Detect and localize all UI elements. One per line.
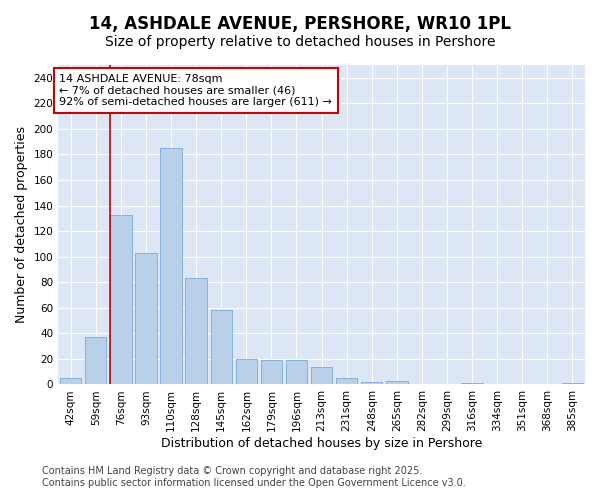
Bar — [236, 359, 257, 384]
Bar — [136, 253, 157, 384]
Text: Size of property relative to detached houses in Pershore: Size of property relative to detached ho… — [105, 35, 495, 49]
Bar — [286, 360, 307, 384]
Bar — [60, 378, 82, 384]
Bar — [562, 383, 583, 384]
Bar — [461, 383, 483, 384]
Y-axis label: Number of detached properties: Number of detached properties — [15, 126, 28, 323]
Bar — [110, 214, 131, 384]
Bar — [85, 337, 106, 384]
Text: 14 ASHDALE AVENUE: 78sqm
← 7% of detached houses are smaller (46)
92% of semi-de: 14 ASHDALE AVENUE: 78sqm ← 7% of detache… — [59, 74, 332, 107]
Bar — [336, 378, 358, 384]
Bar — [185, 278, 207, 384]
X-axis label: Distribution of detached houses by size in Pershore: Distribution of detached houses by size … — [161, 437, 482, 450]
Text: Contains HM Land Registry data © Crown copyright and database right 2025.
Contai: Contains HM Land Registry data © Crown c… — [42, 466, 466, 487]
Text: 14, ASHDALE AVENUE, PERSHORE, WR10 1PL: 14, ASHDALE AVENUE, PERSHORE, WR10 1PL — [89, 15, 511, 33]
Bar — [211, 310, 232, 384]
Bar — [160, 148, 182, 384]
Bar — [386, 380, 407, 384]
Bar — [361, 382, 382, 384]
Bar — [261, 360, 282, 384]
Bar — [311, 366, 332, 384]
